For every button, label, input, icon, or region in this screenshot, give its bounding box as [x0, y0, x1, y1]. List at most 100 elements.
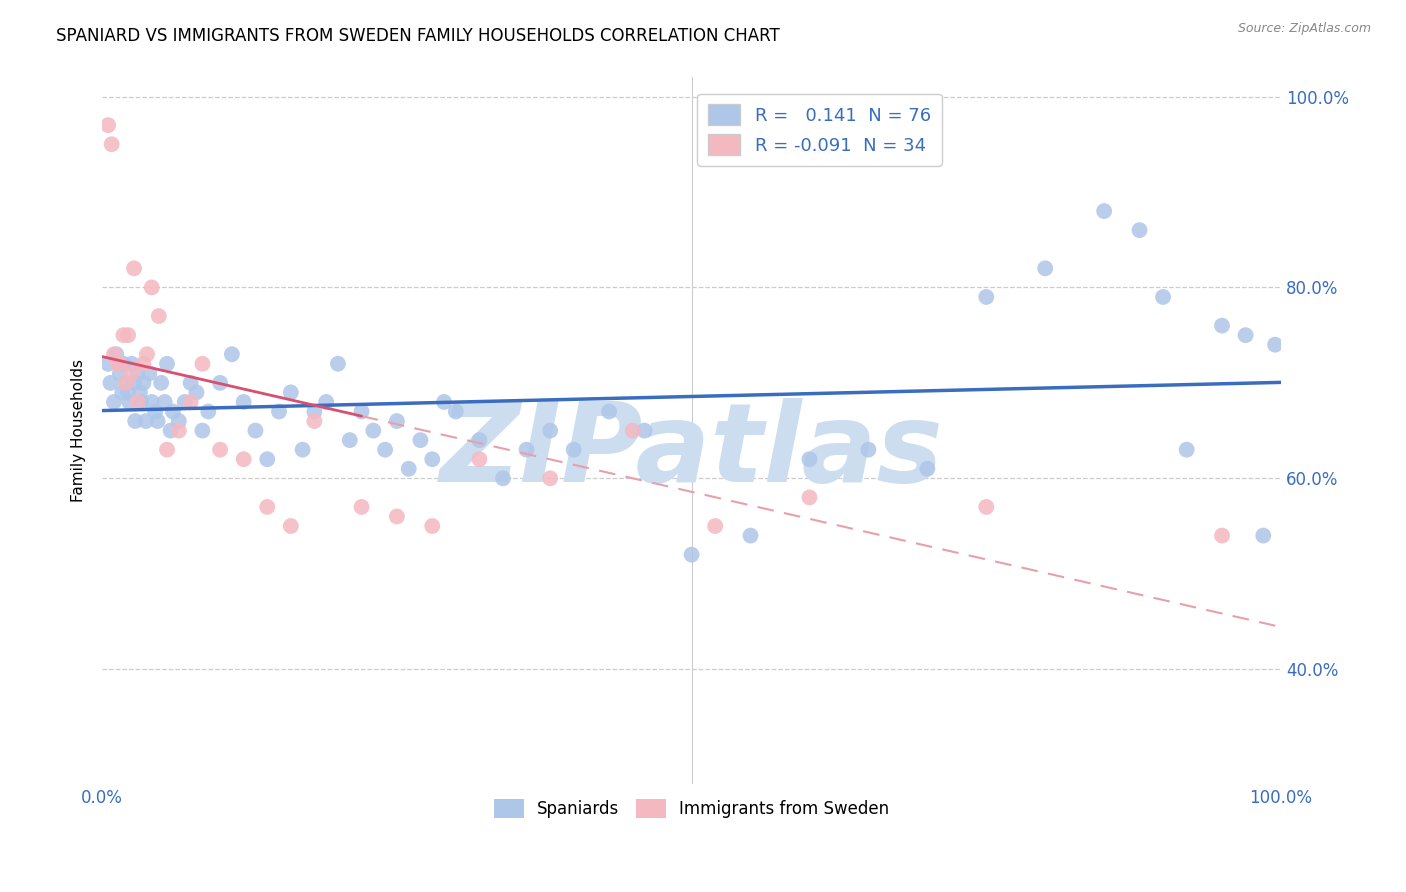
Point	[516, 442, 538, 457]
Point	[304, 414, 326, 428]
Point	[209, 442, 232, 457]
Point	[108, 367, 131, 381]
Point	[1211, 528, 1233, 542]
Point	[598, 404, 620, 418]
Point	[129, 395, 152, 409]
Point	[191, 424, 214, 438]
Point	[232, 395, 254, 409]
Point	[267, 404, 290, 418]
Point	[127, 367, 149, 381]
Point	[127, 395, 149, 409]
Point	[100, 376, 122, 390]
Point	[143, 404, 166, 418]
Point	[118, 395, 141, 409]
Point	[538, 424, 561, 438]
Point	[97, 118, 120, 132]
Point	[156, 357, 179, 371]
Point	[1128, 223, 1150, 237]
Point	[173, 395, 195, 409]
Point	[103, 347, 125, 361]
Point	[621, 424, 644, 438]
Legend: Spaniards, Immigrants from Sweden: Spaniards, Immigrants from Sweden	[486, 792, 896, 825]
Point	[420, 519, 443, 533]
Point	[1264, 337, 1286, 351]
Point	[146, 414, 169, 428]
Point	[232, 452, 254, 467]
Point	[141, 395, 163, 409]
Point	[197, 404, 219, 418]
Point	[135, 414, 157, 428]
Point	[112, 328, 135, 343]
Point	[124, 414, 146, 428]
Point	[114, 376, 136, 390]
Point	[1234, 328, 1257, 343]
Point	[221, 347, 243, 361]
Point	[326, 357, 349, 371]
Point	[100, 137, 122, 152]
Point	[974, 290, 997, 304]
Point	[132, 376, 155, 390]
Point	[858, 442, 880, 457]
Point	[167, 414, 190, 428]
Text: Source: ZipAtlas.com: Source: ZipAtlas.com	[1237, 22, 1371, 36]
Point	[538, 471, 561, 485]
Point	[107, 357, 129, 371]
Point	[191, 357, 214, 371]
Point	[339, 433, 361, 447]
Point	[121, 357, 143, 371]
Point	[468, 452, 491, 467]
Point	[256, 500, 278, 514]
Point	[153, 395, 176, 409]
Point	[315, 395, 337, 409]
Point	[141, 280, 163, 294]
Point	[385, 414, 408, 428]
Point	[681, 548, 703, 562]
Point	[122, 261, 145, 276]
Point	[799, 491, 821, 505]
Point	[256, 452, 278, 467]
Point	[105, 347, 128, 361]
Point	[122, 376, 145, 390]
Point	[180, 376, 202, 390]
Point	[148, 309, 170, 323]
Point	[138, 367, 160, 381]
Point	[1092, 204, 1115, 219]
Point	[280, 519, 302, 533]
Point	[1033, 261, 1056, 276]
Point	[420, 452, 443, 467]
Point	[112, 357, 135, 371]
Point	[280, 385, 302, 400]
Point	[799, 452, 821, 467]
Point	[409, 433, 432, 447]
Point	[111, 385, 134, 400]
Point	[385, 509, 408, 524]
Point	[740, 528, 762, 542]
Point	[117, 385, 139, 400]
Y-axis label: Family Households: Family Households	[72, 359, 86, 502]
Point	[350, 404, 373, 418]
Point	[974, 500, 997, 514]
Point	[304, 404, 326, 418]
Point	[1211, 318, 1233, 333]
Point	[291, 442, 314, 457]
Point	[150, 376, 173, 390]
Point	[132, 357, 155, 371]
Point	[1175, 442, 1198, 457]
Point	[103, 395, 125, 409]
Point	[97, 357, 120, 371]
Point	[209, 376, 232, 390]
Point	[433, 395, 456, 409]
Point	[159, 424, 181, 438]
Text: ZIPatlas: ZIPatlas	[440, 398, 943, 505]
Point	[444, 404, 467, 418]
Point	[1152, 290, 1174, 304]
Point	[117, 328, 139, 343]
Point	[468, 433, 491, 447]
Point	[167, 424, 190, 438]
Point	[704, 519, 727, 533]
Point	[562, 442, 585, 457]
Point	[162, 404, 184, 418]
Point	[350, 500, 373, 514]
Point	[245, 424, 267, 438]
Point	[492, 471, 515, 485]
